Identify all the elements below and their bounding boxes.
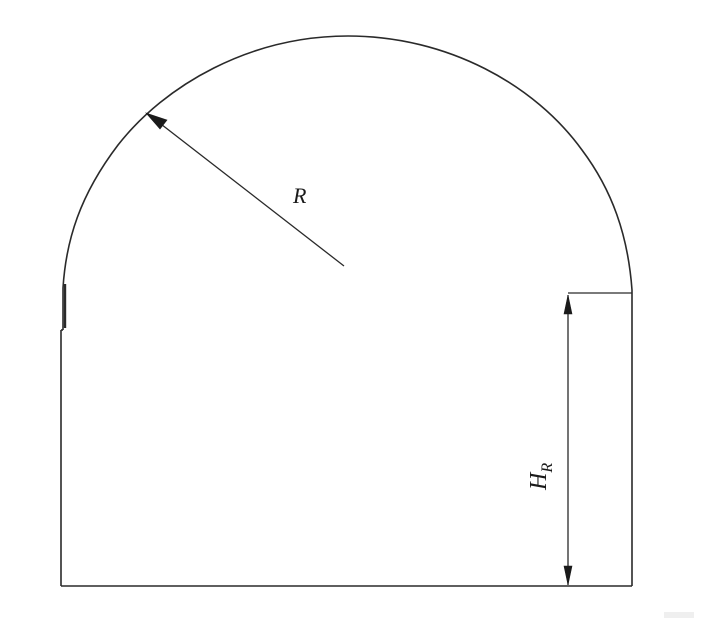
crown-arch [62,35,633,291]
radius-arrowhead [145,112,168,130]
radius-dimension-line [147,113,345,267]
height-label-subscript: R [539,463,556,474]
corner-watermark-mark [664,612,694,618]
height-label-main: H [526,471,552,491]
height-arrowhead-bottom [563,565,573,586]
height-label: HR [526,463,556,491]
height-arrowhead-top [563,294,573,315]
radius-label: R [292,183,307,208]
